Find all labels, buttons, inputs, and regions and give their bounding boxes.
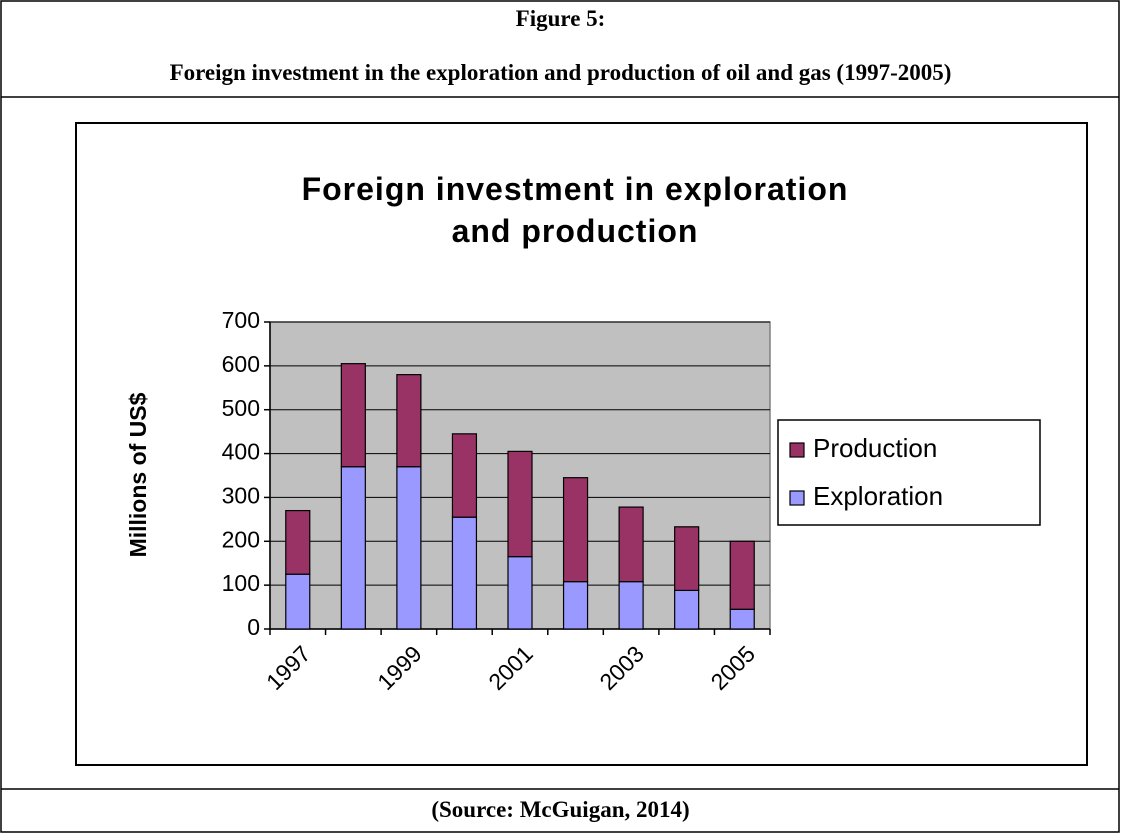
bar (340, 466, 366, 630)
caption: Foreign investment in the exploration an… (169, 60, 952, 85)
figure-label: Figure 5: (515, 6, 606, 31)
legend-box (777, 419, 1041, 526)
bar (729, 540, 755, 610)
y-tick-label: 300 (222, 483, 260, 509)
legend-label: Exploration (813, 481, 943, 511)
source: (Source: McGuigan, 2014) (431, 797, 690, 822)
bar (451, 433, 478, 518)
bar (507, 450, 533, 558)
bar (562, 581, 589, 630)
y-tick-label: 400 (222, 439, 260, 465)
y-tick-label: 100 (222, 570, 260, 596)
legend-swatch (789, 442, 805, 458)
bar (285, 509, 311, 575)
bar (285, 573, 311, 630)
y-tick-label: 600 (222, 351, 260, 377)
bar (396, 374, 422, 468)
chart-title: Foreign investment in exploration and pr… (301, 171, 849, 249)
bar (618, 506, 644, 583)
bar (507, 556, 533, 630)
bar (396, 466, 422, 630)
legend-swatch (789, 490, 805, 506)
bar (674, 526, 700, 592)
bar (451, 516, 478, 630)
bar (729, 608, 755, 630)
y-tick-label: 200 (222, 526, 260, 552)
y-tick-label: 500 (222, 395, 260, 421)
bar (340, 363, 366, 468)
y-axis-label: Millions of US$ (125, 392, 151, 557)
bar (562, 477, 589, 583)
bar (618, 581, 644, 630)
y-tick-label: 700 (222, 307, 260, 333)
y-tick-label: 0 (247, 614, 260, 640)
legend-label: Production (813, 433, 937, 463)
bar (674, 589, 700, 630)
